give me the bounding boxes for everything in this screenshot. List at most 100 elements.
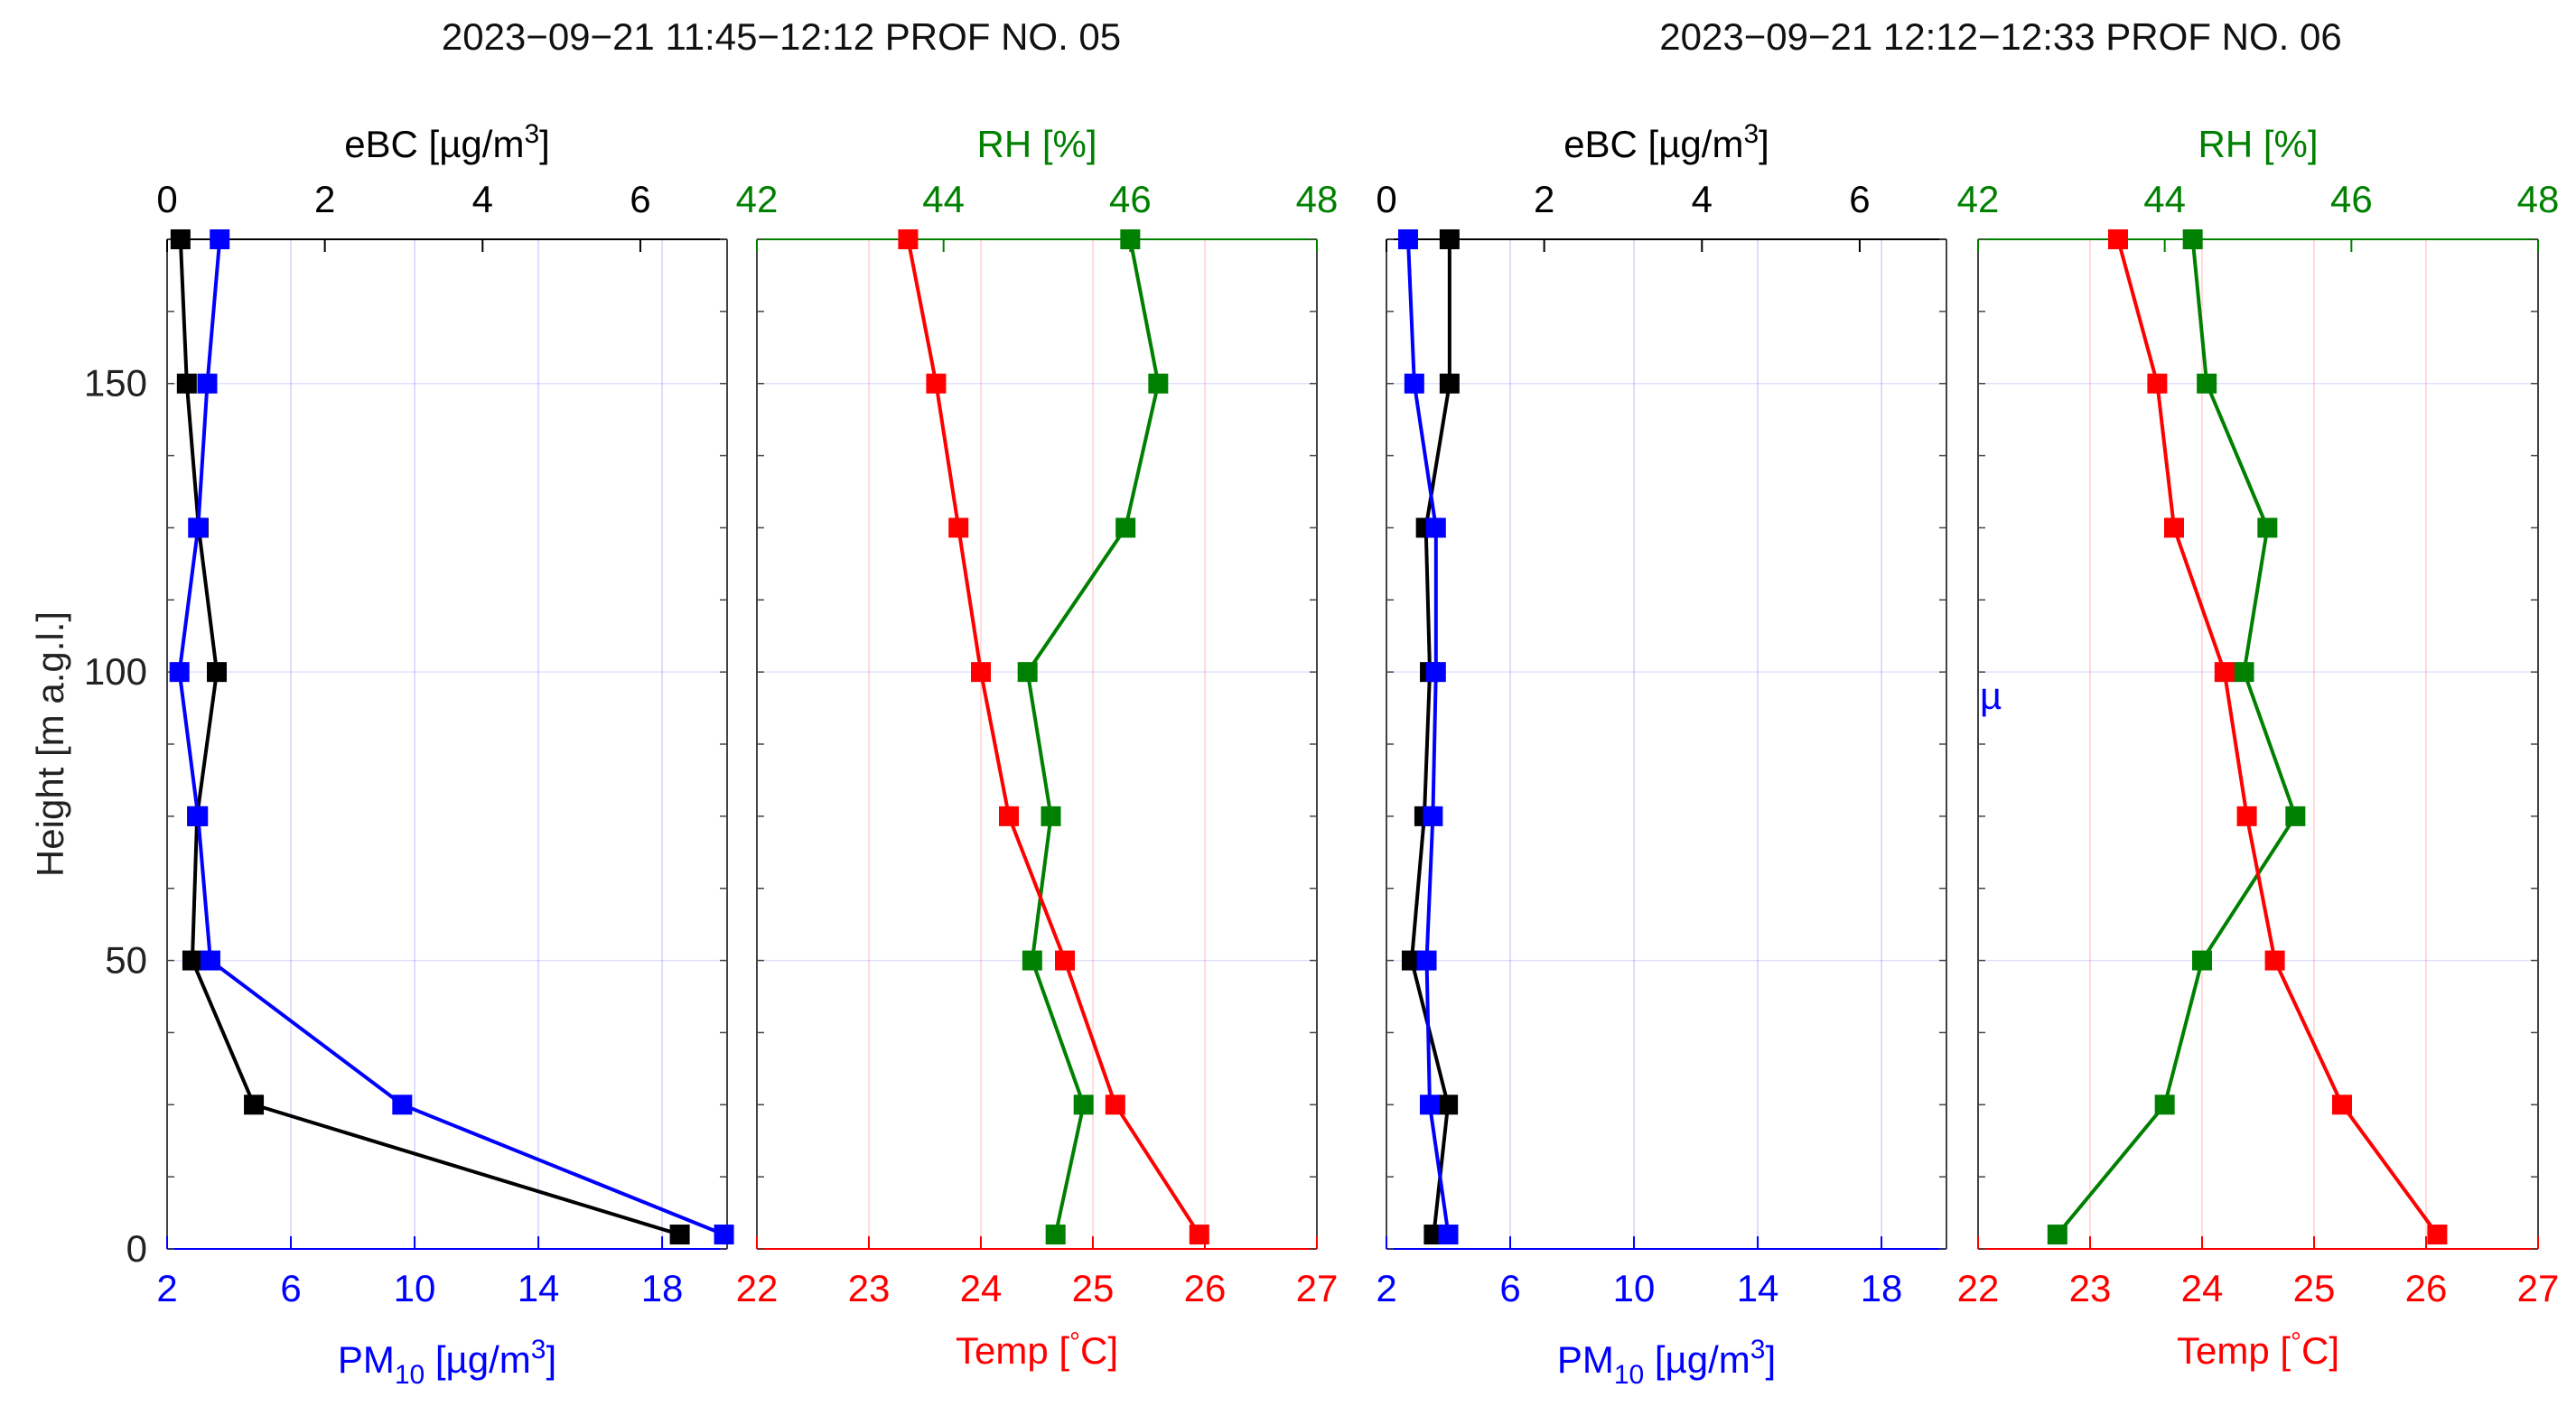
data-point-Temp <box>2108 229 2128 249</box>
data-point-RH <box>2192 950 2212 971</box>
bottom-axis-tick-label: 23 <box>848 1267 891 1309</box>
label-part: ° <box>1069 1328 1080 1357</box>
data-point-eBC <box>170 229 191 249</box>
bottom-axis-tick-label: 18 <box>641 1267 684 1309</box>
top-axis-title: RH [%] <box>976 123 1097 165</box>
data-point-RH <box>2047 1225 2067 1245</box>
data-point-PM10 <box>1419 1095 1440 1115</box>
label-part: ] <box>1765 1338 1776 1381</box>
data-point-PM10 <box>392 1095 413 1115</box>
data-point-RH <box>1041 806 1061 826</box>
bottom-axis-tick-label: 26 <box>2405 1267 2448 1309</box>
data-point-PM10 <box>188 517 209 538</box>
data-point-eBC <box>669 1225 690 1245</box>
bottom-axis-tick-label: 24 <box>960 1267 1003 1309</box>
top-axis-tick-label: 46 <box>1109 178 1152 220</box>
data-point-RH <box>2234 662 2254 683</box>
data-point-Temp <box>2332 1095 2352 1115</box>
data-point-RH <box>1017 662 1038 683</box>
bottom-axis-tick-label: 27 <box>2517 1267 2560 1309</box>
bottom-axis-tick-label: 18 <box>1861 1267 1903 1309</box>
data-point-eBC <box>1439 229 1460 249</box>
series-line-PM10 <box>1405 238 1451 1235</box>
bottom-axis-title: PM10 [µg/m3] <box>1557 1335 1776 1390</box>
chart-title: 2023−09−21 12:12−12:33 PROF NO. 06 <box>1659 15 2341 58</box>
data-point-Temp <box>2214 662 2235 683</box>
label-part: Temp [ <box>956 1329 1069 1372</box>
top-axis-tick-label: 44 <box>2143 178 2186 220</box>
label-part: Temp [ <box>2177 1329 2291 1372</box>
data-point-eBC <box>1439 373 1460 394</box>
label-part: ] <box>539 123 550 165</box>
bottom-axis-tick-label: 27 <box>1296 1267 1339 1309</box>
data-point-Temp <box>971 662 991 683</box>
top-axis-tick-label: 0 <box>1376 178 1396 220</box>
series-line-eBC <box>178 238 681 1236</box>
bottom-axis-tick-label: 22 <box>1957 1267 2000 1309</box>
data-point-PM10 <box>714 1225 734 1245</box>
top-axis-tick-label: 48 <box>2517 178 2560 220</box>
data-point-RH <box>2154 1095 2175 1115</box>
data-point-RH <box>2197 373 2217 394</box>
y-axis-tick-label: 0 <box>126 1227 147 1270</box>
label-part: PM <box>338 1338 395 1381</box>
data-point-Temp <box>1105 1095 1125 1115</box>
series-line-PM10 <box>177 238 725 1236</box>
top-axis-tick-label: 2 <box>314 178 335 220</box>
data-point-PM10 <box>200 950 220 971</box>
top-axis-tick-label: 44 <box>922 178 965 220</box>
data-point-RH <box>1120 229 1141 249</box>
top-axis-tick-label: 6 <box>630 178 650 220</box>
data-point-eBC <box>1401 950 1422 971</box>
label-part: 3 <box>1743 119 1759 149</box>
data-point-PM10 <box>1438 1225 1459 1245</box>
top-axis-tick-label: 0 <box>156 178 177 220</box>
data-point-PM10 <box>1425 517 1446 538</box>
bottom-axis-tick-label: 24 <box>2181 1267 2224 1309</box>
data-point-RH <box>2285 806 2306 826</box>
top-axis-title: eBC [µg/m3] <box>1563 119 1769 165</box>
data-point-Temp <box>898 229 919 249</box>
top-axis-title: eBC [µg/m3] <box>344 119 550 165</box>
label-part: 3 <box>531 1335 546 1365</box>
top-axis-tick-label: 6 <box>1849 178 1870 220</box>
top-axis-tick-label: 2 <box>1534 178 1554 220</box>
data-point-Temp <box>926 373 947 394</box>
series-line-Temp <box>906 238 1201 1236</box>
data-point-Temp <box>999 806 1019 826</box>
data-point-eBC <box>182 950 202 971</box>
y-axis-tick-label: 50 <box>105 939 147 982</box>
top-axis-tick-label: 42 <box>736 178 779 220</box>
bottom-axis-tick-label: 6 <box>1499 1267 1520 1309</box>
label-part: eBC [µg/m <box>1563 123 1743 165</box>
top-axis-tick-label: 42 <box>1957 178 2000 220</box>
bottom-axis-tick-label: 10 <box>1613 1267 1656 1309</box>
bottom-axis-tick-label: 23 <box>2069 1267 2112 1309</box>
label-part: [µg/m <box>1644 1338 1750 1381</box>
bottom-axis-title: Temp [°C] <box>956 1328 1118 1372</box>
label-part: eBC [µg/m <box>344 123 524 165</box>
data-point-Temp <box>2164 517 2184 538</box>
label-part: ° <box>2291 1328 2301 1357</box>
y-axis-title: Height [m a.g.l.] <box>29 611 71 877</box>
data-point-PM10 <box>197 373 218 394</box>
data-point-Temp <box>2147 373 2168 394</box>
bottom-axis-tick-label: 2 <box>1376 1267 1396 1309</box>
label-part: 10 <box>395 1360 425 1390</box>
top-axis-tick-label: 46 <box>2330 178 2373 220</box>
bottom-axis-tick-label: 2 <box>156 1267 177 1309</box>
label-part: C] <box>1080 1329 1118 1372</box>
bottom-axis-tick-label: 25 <box>2293 1267 2336 1309</box>
bottom-axis-title: Temp [°C] <box>2177 1328 2339 1372</box>
bottom-axis-tick-label: 6 <box>280 1267 301 1309</box>
series-line-RH <box>1025 238 1161 1235</box>
label-part: 10 <box>1614 1360 1644 1390</box>
bottom-axis-tick-label: 14 <box>518 1267 560 1309</box>
data-point-RH <box>2257 517 2278 538</box>
series-line-RH <box>2056 238 2298 1236</box>
series-line-Temp <box>2116 238 2440 1236</box>
label-part: 3 <box>1750 1335 1766 1365</box>
data-point-RH <box>1073 1095 1094 1115</box>
data-point-RH <box>1148 373 1169 394</box>
